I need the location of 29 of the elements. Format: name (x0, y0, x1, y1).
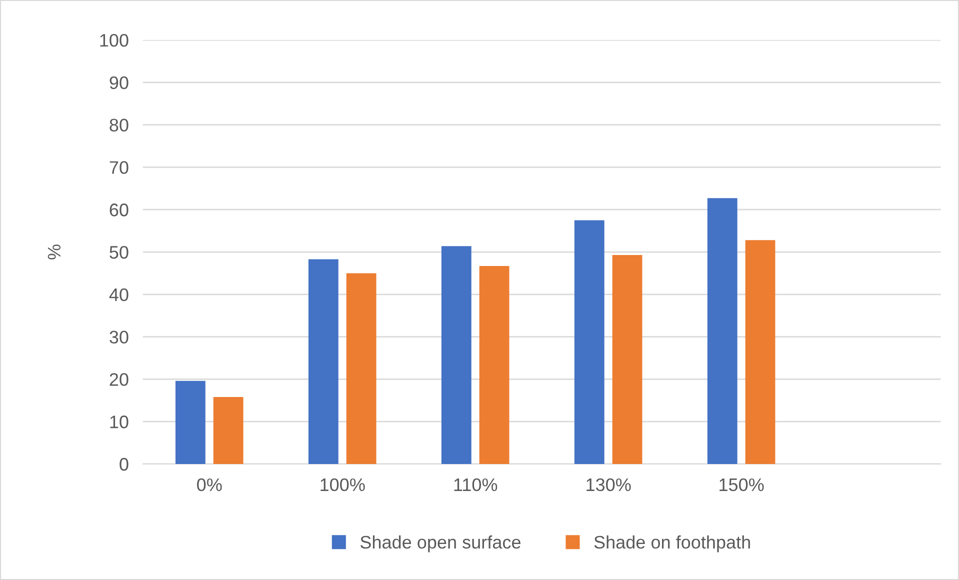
bar (346, 273, 376, 464)
y-tick-label: 70 (110, 161, 128, 174)
x-tick-label: 150% (720, 478, 764, 492)
bar (707, 198, 738, 464)
y-tick-label: 100 (100, 34, 128, 47)
y-tick-label: 90 (110, 76, 128, 90)
bar (574, 220, 604, 464)
y-tick-label: 30 (110, 330, 128, 344)
y-tick-label: 10 (110, 416, 128, 428)
y-tick-label: 20 (110, 373, 128, 386)
bar (175, 380, 206, 464)
x-tick-label: 100% (320, 478, 365, 492)
y-tick-label: 0 (120, 458, 128, 471)
y-tick-label: 60 (110, 204, 128, 216)
x-tick-label: 110% (454, 478, 498, 492)
legend-label: Shade on foothpath (594, 535, 750, 552)
bar (745, 240, 776, 464)
bar (308, 259, 338, 464)
bar (441, 246, 472, 464)
legend-label: Shade open surface (360, 535, 520, 552)
bar (213, 397, 244, 464)
y-tick-label: 40 (109, 288, 128, 302)
y-axis-title: % (48, 244, 61, 260)
bar (479, 266, 510, 464)
x-tick-label: 130% (586, 478, 631, 492)
y-tick-label: 80 (110, 118, 128, 132)
x-tick-label: 0% (197, 478, 222, 492)
bar (612, 254, 642, 464)
y-tick-label: 50 (110, 246, 128, 259)
